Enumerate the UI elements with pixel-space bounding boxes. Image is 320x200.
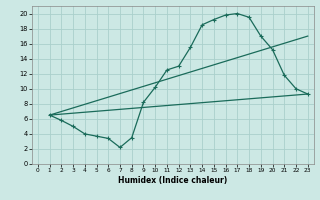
X-axis label: Humidex (Indice chaleur): Humidex (Indice chaleur) xyxy=(118,176,228,185)
